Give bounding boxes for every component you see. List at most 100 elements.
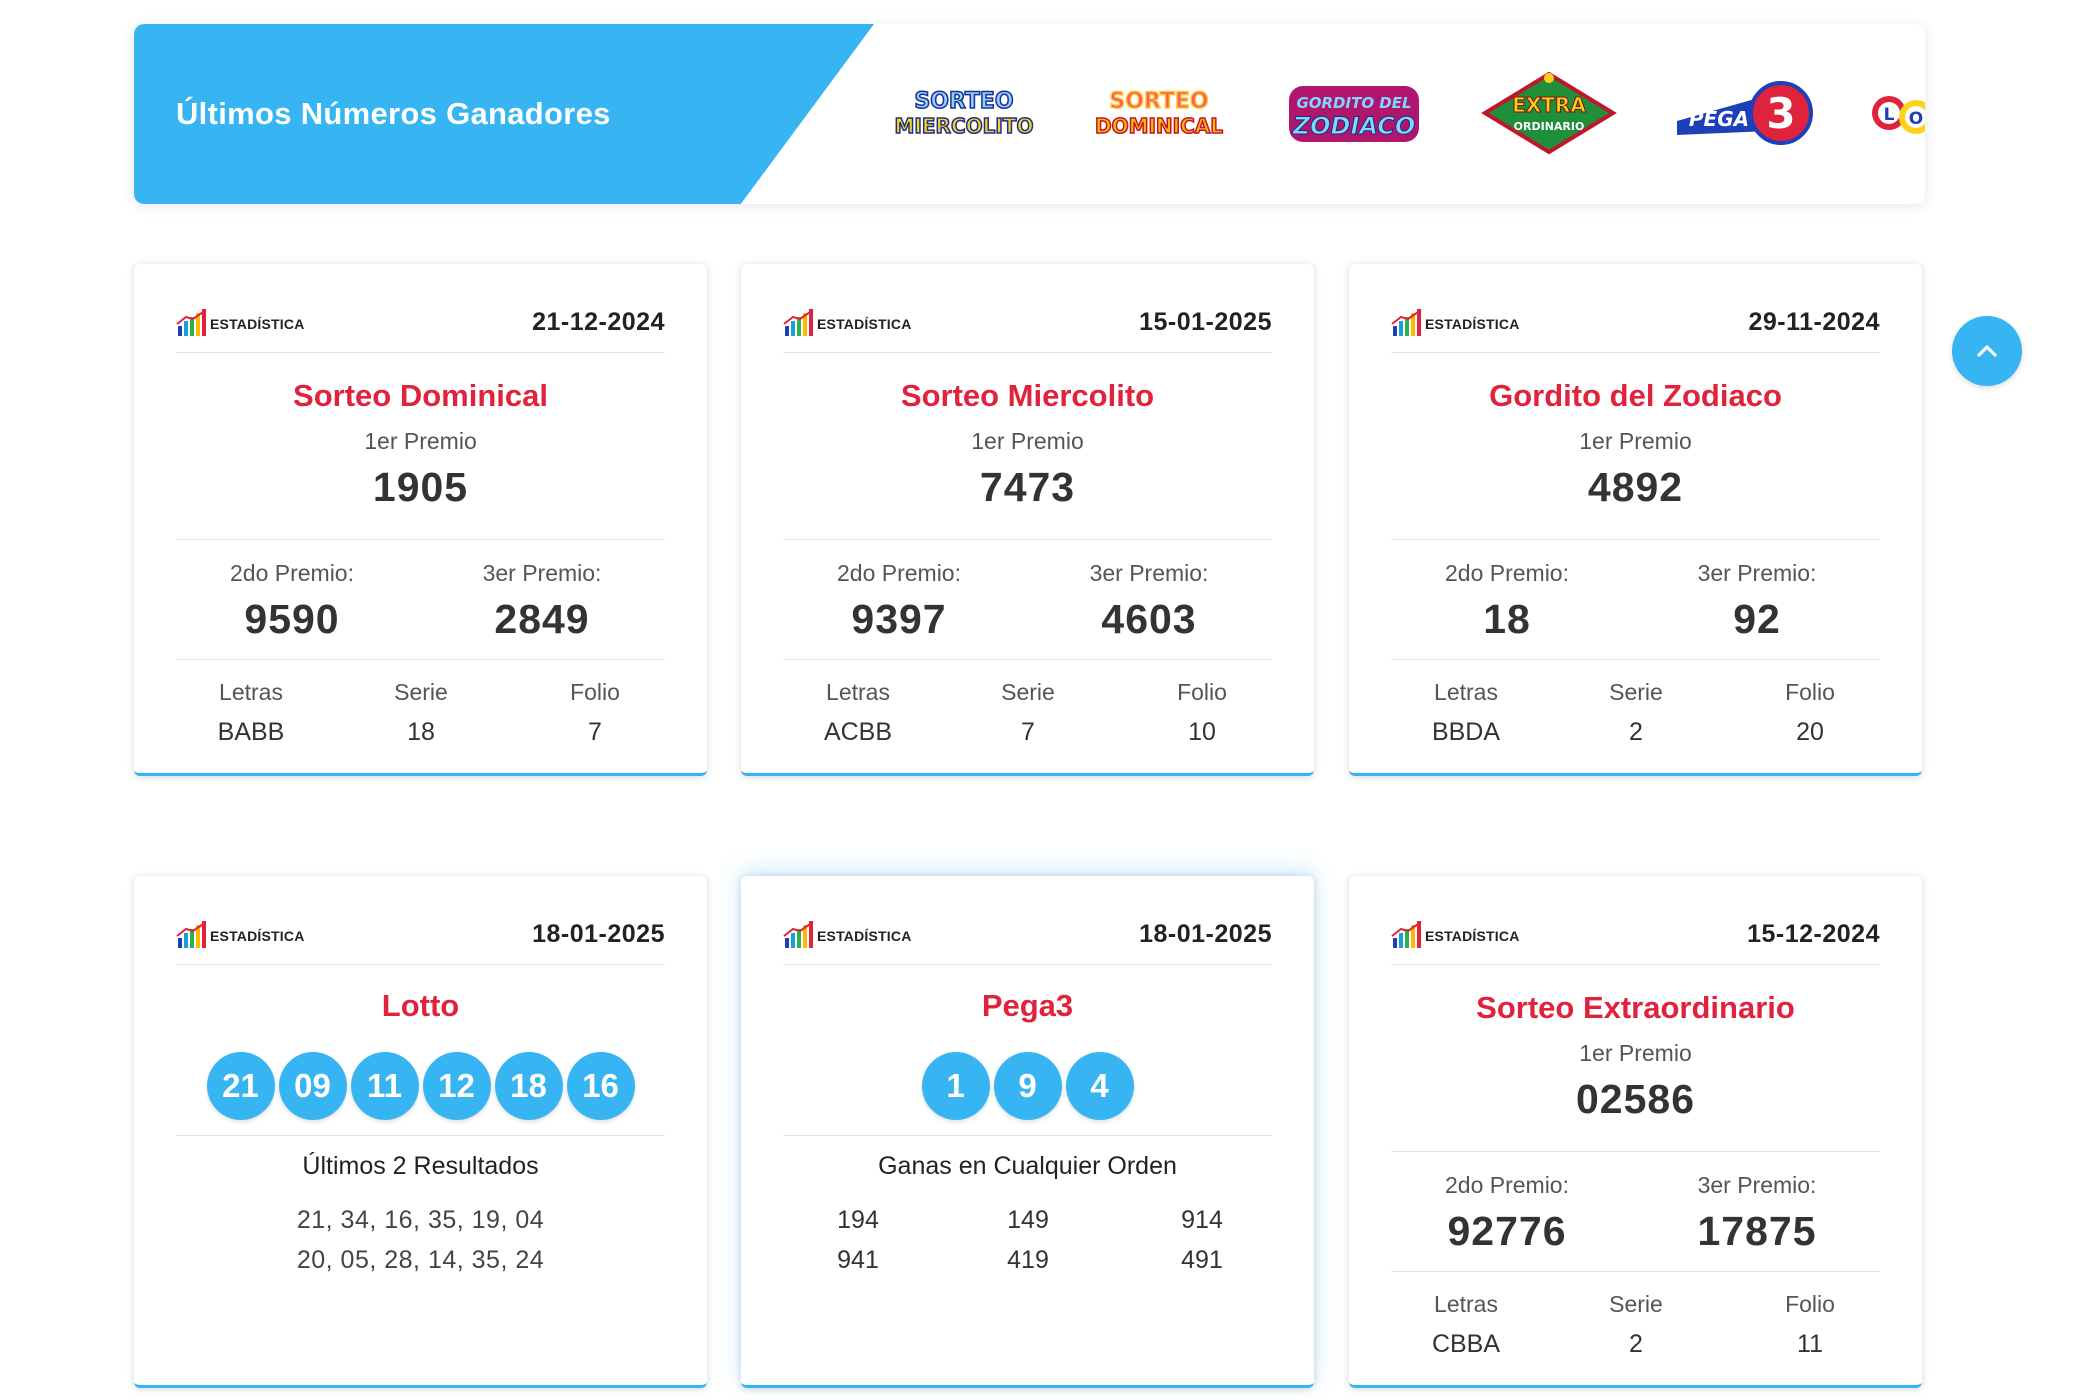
divider	[1391, 1271, 1880, 1272]
svg-text:MIERCOLITO: MIERCOLITO	[895, 114, 1034, 138]
draw-date: 18-01-2025	[532, 920, 665, 948]
divider	[1391, 539, 1880, 540]
result-card-sorteo-dominical: ESTADÍSTICA 21-12-2024 Sorteo Dominical …	[134, 264, 707, 776]
serie-value: 7	[1021, 718, 1035, 746]
bar-chart-icon	[176, 309, 207, 336]
result-card-sorteo-miercolito: ESTADÍSTICA 15-01-2025 Sorteo Miercolito…	[741, 264, 1314, 776]
folio-value: 11	[1797, 1330, 1823, 1358]
sorteo-miercolito-logo[interactable]: SORTEO MIERCOLITO	[894, 68, 1034, 158]
lotto-logo[interactable]: L O T T O	[1869, 68, 1925, 158]
estadistica-label: ESTADÍSTICA	[210, 928, 305, 944]
estadistica-label: ESTADÍSTICA	[1425, 316, 1520, 332]
third-prize-label: 3er Premio:	[482, 560, 602, 586]
number-ball: 21	[206, 1052, 275, 1120]
bar-chart-icon	[1391, 921, 1422, 948]
estadistica-link[interactable]: ESTADÍSTICA	[783, 920, 912, 948]
estadistica-link[interactable]: ESTADÍSTICA	[176, 920, 305, 948]
first-prize-number: 7473	[979, 464, 1076, 510]
serie-value: 18	[407, 718, 435, 746]
banner-title: Últimos Números Ganadores	[176, 96, 611, 131]
folio-value: 10	[1188, 718, 1216, 746]
number-ball: 11	[350, 1052, 419, 1120]
divider	[783, 539, 1272, 540]
chevron-up-icon	[1977, 345, 1997, 357]
card-header: ESTADÍSTICA 29-11-2024	[1391, 298, 1880, 353]
divider	[1391, 1151, 1880, 1152]
second-prize-number: 9590	[244, 596, 340, 642]
number-ball: 12	[422, 1052, 491, 1120]
second-prize-label: 2do Premio:	[1444, 1172, 1569, 1198]
sorteo-dominical-logo[interactable]: SORTEO DOMINICAL	[1089, 68, 1229, 158]
estadistica-link[interactable]: ESTADÍSTICA	[1391, 308, 1520, 336]
estadistica-link[interactable]: ESTADÍSTICA	[783, 308, 912, 336]
combo-value: 491	[1181, 1246, 1223, 1274]
combo-value: 149	[1007, 1206, 1049, 1234]
second-prize-label: 2do Premio:	[229, 560, 354, 586]
svg-text:ZODIACO: ZODIACO	[1292, 112, 1416, 140]
third-prize-number: 92	[1733, 596, 1781, 642]
winning-balls: 1 9 4	[741, 1052, 1314, 1120]
svg-text:3: 3	[1766, 89, 1795, 138]
bar-chart-icon	[783, 921, 814, 948]
result-card-gordito-zodiaco: ESTADÍSTICA 29-11-2024 Gordito del Zodia…	[1349, 264, 1922, 776]
draw-date: 21-12-2024	[532, 308, 665, 336]
folio-value: 7	[588, 718, 602, 746]
second-prize-number: 18	[1483, 596, 1531, 642]
divider	[176, 1135, 665, 1136]
third-prize-number: 17875	[1697, 1208, 1817, 1254]
sorteo-extraordinario-logo[interactable]: EXTRA ORDINARIO	[1479, 68, 1619, 158]
letras-value: BABB	[217, 718, 285, 746]
svg-text:EXTRA: EXTRA	[1512, 93, 1586, 117]
combo-value: 194	[837, 1206, 879, 1234]
first-prize-label: 1er Premio	[971, 428, 1084, 454]
card-header: ESTADÍSTICA 15-01-2025	[783, 298, 1272, 353]
letras-label: Letras	[219, 679, 283, 705]
estadistica-label: ESTADÍSTICA	[817, 928, 912, 944]
divider	[783, 659, 1272, 660]
card-header: ESTADÍSTICA 15-12-2024	[1391, 910, 1880, 965]
serie-value: 2	[1629, 1330, 1643, 1358]
second-prize-label: 2do Premio:	[836, 560, 961, 586]
third-prize-number: 2849	[494, 596, 590, 642]
estadistica-link[interactable]: ESTADÍSTICA	[176, 308, 305, 336]
serie-label: Serie	[394, 679, 448, 705]
lottery-name: Pega3	[981, 988, 1074, 1023]
third-prize-number: 4603	[1101, 596, 1197, 642]
divider	[1391, 659, 1880, 660]
result-card-pega3: ESTADÍSTICA 18-01-2025 Pega3 1 9 4 Ganas…	[741, 876, 1314, 1388]
serie-label: Serie	[1609, 1291, 1663, 1317]
first-prize-label: 1er Premio	[1579, 428, 1692, 454]
svg-text:PEGA: PEGA	[1689, 107, 1749, 131]
letras-label: Letras	[826, 679, 890, 705]
previous-result: 21, 34, 16, 35, 19, 04	[296, 1206, 545, 1234]
letras-value: BBDA	[1431, 718, 1501, 746]
pega3-logo[interactable]: PEGA 3	[1669, 68, 1819, 158]
lottery-name: Lotto	[381, 988, 460, 1023]
draw-date: 15-01-2025	[1139, 308, 1272, 336]
second-prize-number: 92776	[1447, 1208, 1567, 1254]
lottery-name: Gordito del Zodiaco	[1489, 378, 1782, 413]
letras-label: Letras	[1434, 1291, 1498, 1317]
folio-label: Folio	[570, 679, 620, 705]
combo-value: 941	[837, 1246, 879, 1274]
number-ball: 4	[1065, 1052, 1134, 1120]
number-ball: 9	[993, 1052, 1062, 1120]
combos-subtitle: Ganas en Cualquier Orden	[878, 1152, 1177, 1180]
lottery-name: Sorteo Dominical	[293, 378, 548, 413]
third-prize-label: 3er Premio:	[1697, 560, 1817, 586]
svg-text:GORDITO DEL: GORDITO DEL	[1296, 94, 1411, 112]
letras-value: CBBA	[1431, 1330, 1501, 1358]
first-prize-label: 1er Premio	[1579, 1040, 1692, 1066]
svg-text:L: L	[1884, 105, 1895, 125]
gordito-zodiaco-logo[interactable]: GORDITO DEL ZODIACO	[1284, 68, 1424, 158]
estadistica-label: ESTADÍSTICA	[1425, 928, 1520, 944]
banner-blue-panel	[134, 24, 874, 204]
letras-value: ACBB	[823, 718, 893, 746]
folio-label: Folio	[1177, 679, 1227, 705]
bar-chart-icon	[1391, 309, 1422, 336]
estadistica-link[interactable]: ESTADÍSTICA	[1391, 920, 1520, 948]
first-prize-number: 1905	[372, 464, 469, 510]
scroll-top-button[interactable]	[1952, 316, 2022, 386]
card-header: ESTADÍSTICA 18-01-2025	[783, 910, 1272, 965]
previous-result: 20, 05, 28, 14, 35, 24	[296, 1246, 545, 1274]
